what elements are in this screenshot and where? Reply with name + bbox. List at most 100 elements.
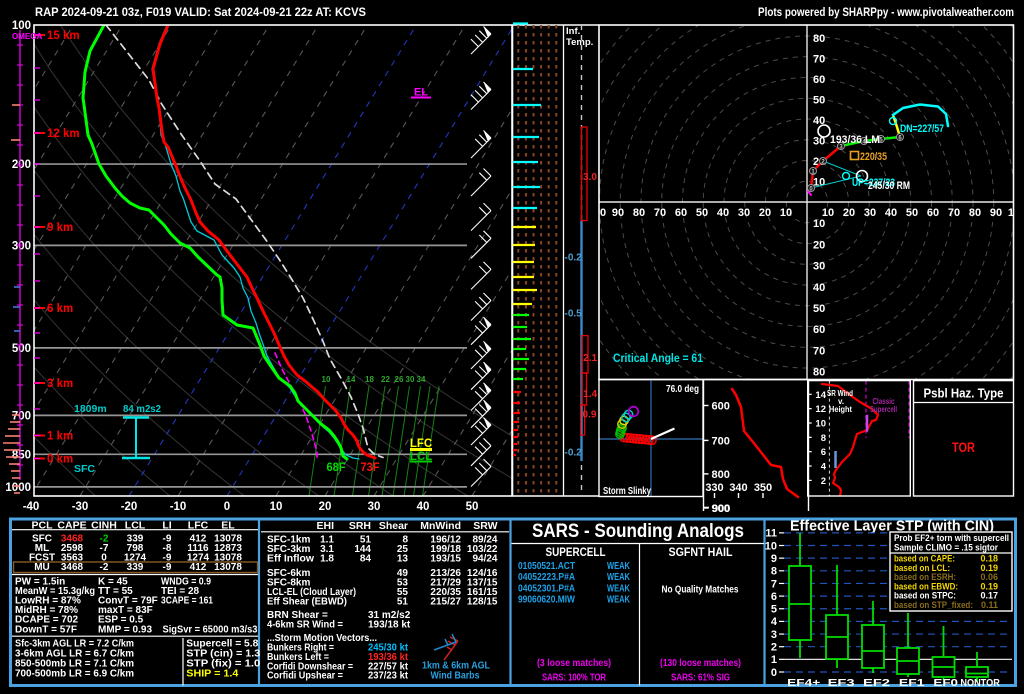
svg-text:SARS - Sounding Analogs: SARS - Sounding Analogs [532,521,744,542]
svg-text:SARS: 61% SIG: SARS: 61% SIG [671,672,730,684]
svg-text:4: 4 [771,616,778,628]
svg-text:-0.2: -0.2 [565,447,583,458]
svg-text:89/24: 89/24 [472,535,497,546]
svg-text:700: 700 [712,435,730,447]
svg-text:196/12: 196/12 [430,535,461,546]
svg-text:-30: -30 [72,501,89,513]
svg-text:DN=227/57: DN=227/57 [900,123,944,135]
svg-text:9: 9 [771,553,777,565]
svg-text:18: 18 [365,375,374,384]
svg-text:850-500mb LR = 7.1 C/km: 850-500mb LR = 7.1 C/km [15,659,134,670]
svg-text:220/35: 220/35 [430,587,461,598]
svg-text:0.19: 0.19 [980,563,998,573]
svg-text:14: 14 [815,390,826,401]
svg-text:NONTOR: NONTOR [960,677,1000,689]
svg-text:30: 30 [738,207,750,219]
svg-text:based on LCL:: based on LCL: [894,563,950,573]
svg-text:1000: 1000 [5,482,31,494]
svg-text:2598: 2598 [61,543,84,554]
svg-text:SFC: SFC [74,463,95,475]
svg-text:12873: 12873 [214,543,242,554]
svg-text:Prob EF2+ torn with supercell: Prob EF2+ torn with supercell [894,533,1009,543]
svg-text:SFC-6km: SFC-6km [267,568,310,579]
svg-text:3CAPE = 161: 3CAPE = 161 [161,596,213,607]
svg-text:10: 10 [765,540,777,552]
svg-text:14: 14 [347,375,356,384]
svg-text:193/18 kt: 193/18 kt [368,620,411,631]
svg-text:PCL: PCL [32,520,54,532]
svg-text:0.06: 0.06 [980,572,998,582]
svg-text:WEAK: WEAK [607,595,631,606]
svg-text:10: 10 [270,501,283,513]
svg-text:500: 500 [12,343,31,355]
svg-text:100: 100 [588,207,606,219]
svg-text:800: 800 [712,469,730,481]
svg-text:6 km: 6 km [47,303,73,315]
svg-text:30: 30 [406,375,415,384]
svg-text:60: 60 [813,324,825,336]
svg-text:RAP 2024-09-21 03z, F019 VALI: RAP 2024-09-21 03z, F019 VALID: Sat 2024… [35,5,366,19]
svg-text:TEI = 28: TEI = 28 [161,586,200,597]
svg-text:Plots powered by SHARPpy - www: Plots powered by SHARPpy - www.pivotalwe… [758,5,1014,19]
svg-text:100: 100 [1008,207,1024,219]
svg-text:49: 49 [397,568,409,579]
svg-text:STP (fix) = 1.0: STP (fix) = 1.0 [186,659,260,670]
svg-text:LFC: LFC [188,520,209,532]
svg-text:-9: -9 [163,562,172,573]
svg-text:5: 5 [771,604,777,616]
svg-text:0 km: 0 km [47,454,73,466]
svg-text:0: 0 [224,501,230,513]
svg-text:70: 70 [654,207,666,219]
svg-text:3 km: 3 km [47,378,73,390]
svg-text:60: 60 [813,74,825,86]
svg-text:Bunkers Left =: Bunkers Left = [267,652,329,663]
svg-text:199/18: 199/18 [430,544,461,555]
svg-text:based on STP_fixed:: based on STP_fixed: [894,600,973,610]
svg-text:60: 60 [927,207,939,219]
svg-text:2: 2 [821,476,826,487]
svg-text:based on EBWD:: based on EBWD: [894,581,958,591]
svg-text:50: 50 [696,207,708,219]
svg-text:CAPE: CAPE [57,520,86,532]
svg-text:based on CAPE:: based on CAPE: [894,554,955,564]
svg-text:SFC: SFC [32,534,52,545]
svg-text:20: 20 [319,501,332,513]
svg-text:245/30 RM: 245/30 RM [868,180,910,192]
svg-text:SFC-3km: SFC-3km [267,544,310,555]
svg-text:ESP = 0.5: ESP = 0.5 [98,615,144,626]
svg-text:3-6km AGL LR = 6.7 C/km: 3-6km AGL LR = 6.7 C/km [15,649,134,660]
svg-text:1274: 1274 [187,553,210,564]
svg-text:...Storm Motion Vectors...: ...Storm Motion Vectors... [267,633,377,644]
svg-text:Eff Shear (EBWD): Eff Shear (EBWD) [267,597,347,608]
svg-text:15 km: 15 km [47,30,80,42]
svg-text:20: 20 [813,239,825,251]
svg-text:34: 34 [417,375,426,384]
svg-text:-0.2: -0.2 [565,252,583,263]
svg-text:412: 412 [190,562,207,573]
svg-text:10: 10 [815,419,826,430]
svg-text:-40: -40 [23,501,40,513]
svg-text:51: 51 [397,597,409,608]
svg-text:Wind Barbs: Wind Barbs [431,670,480,682]
svg-text:1.4: 1.4 [583,389,597,400]
svg-text:900: 900 [712,503,730,515]
svg-text:MnWind: MnWind [420,520,461,532]
svg-text:1: 1 [811,169,815,175]
svg-text:01050521.ACT: 01050521.ACT [518,561,575,572]
svg-text:4: 4 [862,139,866,145]
svg-text:MMP = 0.93: MMP = 0.93 [98,624,152,635]
svg-text:EF0: EF0 [933,677,958,689]
svg-text:10: 10 [813,218,825,230]
svg-text:1116: 1116 [187,543,209,554]
svg-text:700: 700 [12,410,31,422]
svg-text:50: 50 [906,207,918,219]
svg-text:3: 3 [839,144,843,150]
svg-text:1274: 1274 [124,553,147,564]
svg-text:STP (cin) = 1.3: STP (cin) = 1.3 [186,649,260,660]
svg-text:EF4+: EF4+ [787,677,820,689]
svg-text:SigSvr = 65000 m3/s3: SigSvr = 65000 m3/s3 [163,624,258,635]
svg-text:13: 13 [397,554,409,565]
svg-text:12 km: 12 km [47,128,80,140]
svg-text:LowRH = 87%: LowRH = 87% [15,596,81,607]
svg-text:13078: 13078 [214,534,242,545]
